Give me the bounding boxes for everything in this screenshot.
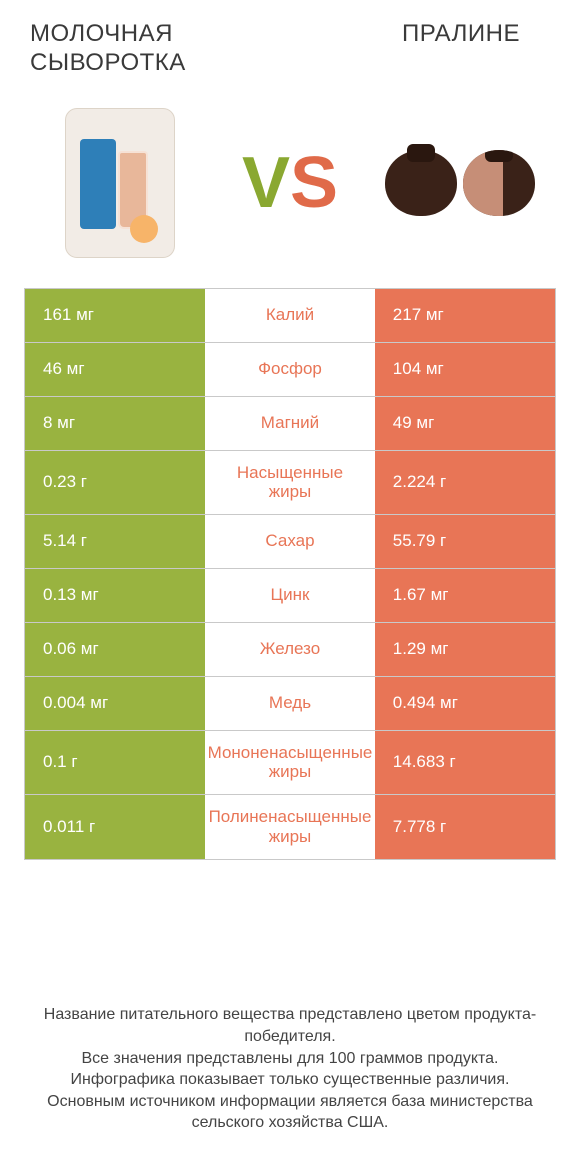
- left-value: 0.004 мг: [25, 677, 205, 730]
- right-value: 49 мг: [375, 397, 555, 450]
- left-value: 0.1 г: [25, 731, 205, 794]
- nutrient-label: Насыщенные жиры: [205, 451, 375, 514]
- left-value: 5.14 г: [25, 515, 205, 568]
- left-value: 0.011 г: [25, 795, 205, 859]
- nutrient-label: Железо: [205, 623, 375, 676]
- left-value: 8 мг: [25, 397, 205, 450]
- left-value: 0.23 г: [25, 451, 205, 514]
- footer-line: Все значения представлены для 100 граммо…: [28, 1048, 552, 1070]
- table-row: 0.13 мгЦинк1.67 мг: [25, 569, 555, 623]
- nutrient-label: Полиненасыщенные жиры: [205, 795, 375, 859]
- header: МОЛОЧНАЯ СЫВОРОТКА ПРАЛИНЕ: [0, 0, 580, 88]
- table-row: 161 мгКалий217 мг: [25, 289, 555, 343]
- footer-line: Название питательного вещества представл…: [28, 1004, 552, 1047]
- nutrient-label: Сахар: [205, 515, 375, 568]
- nutrient-label: Фосфор: [205, 343, 375, 396]
- footer-notes: Название питательного вещества представл…: [0, 974, 580, 1174]
- nutrient-label: Мононенасыщенные жиры: [205, 731, 375, 794]
- table-row: 46 мгФосфор104 мг: [25, 343, 555, 397]
- footer-line: Инфографика показывает только существенн…: [28, 1069, 552, 1091]
- nutrient-label: Магний: [205, 397, 375, 450]
- whey-can-icon: [65, 108, 175, 258]
- vs-s: S: [290, 142, 338, 224]
- right-value: 55.79 г: [375, 515, 555, 568]
- left-value: 161 мг: [25, 289, 205, 342]
- vs-label: VS: [242, 142, 338, 224]
- nutrient-label: Медь: [205, 677, 375, 730]
- left-product-title: МОЛОЧНАЯ СЫВОРОТКА: [30, 20, 275, 78]
- footer-line: Основным источником информации является …: [28, 1091, 552, 1134]
- praline-whole-icon: [385, 150, 457, 216]
- left-value: 0.06 мг: [25, 623, 205, 676]
- table-row: 8 мгМагний49 мг: [25, 397, 555, 451]
- left-value: 0.13 мг: [25, 569, 205, 622]
- nutrient-table: 161 мгКалий217 мг46 мгФосфор104 мг8 мгМа…: [24, 288, 556, 860]
- table-row: 0.011 гПолиненасыщенные жиры7.778 г: [25, 795, 555, 859]
- left-value: 46 мг: [25, 343, 205, 396]
- right-value: 104 мг: [375, 343, 555, 396]
- left-product-image: [40, 98, 200, 268]
- right-value: 0.494 мг: [375, 677, 555, 730]
- right-value: 7.778 г: [375, 795, 555, 859]
- praline-icon: [385, 150, 535, 216]
- images-row: VS: [0, 88, 580, 288]
- right-value: 14.683 г: [375, 731, 555, 794]
- nutrient-label: Цинк: [205, 569, 375, 622]
- right-product-image: [380, 98, 540, 268]
- table-row: 0.23 гНасыщенные жиры2.224 г: [25, 451, 555, 515]
- table-row: 0.004 мгМедь0.494 мг: [25, 677, 555, 731]
- right-value: 1.67 мг: [375, 569, 555, 622]
- right-value: 2.224 г: [375, 451, 555, 514]
- table-row: 0.06 мгЖелезо1.29 мг: [25, 623, 555, 677]
- vs-v: V: [242, 142, 290, 224]
- right-value: 217 мг: [375, 289, 555, 342]
- table-row: 5.14 гСахар55.79 г: [25, 515, 555, 569]
- praline-cut-icon: [463, 150, 535, 216]
- whey-glass-icon: [118, 151, 148, 229]
- table-row: 0.1 гМононенасыщенные жиры14.683 г: [25, 731, 555, 795]
- right-product-title: ПРАЛИНЕ: [275, 20, 550, 49]
- right-value: 1.29 мг: [375, 623, 555, 676]
- nutrient-label: Калий: [205, 289, 375, 342]
